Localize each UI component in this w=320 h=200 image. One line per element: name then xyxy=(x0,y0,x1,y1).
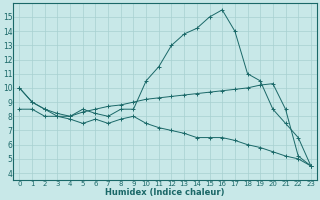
X-axis label: Humidex (Indice chaleur): Humidex (Indice chaleur) xyxy=(105,188,225,197)
